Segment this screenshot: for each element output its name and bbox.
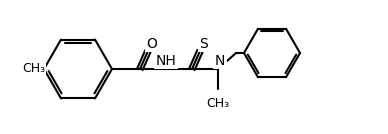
Text: S: S — [199, 37, 208, 51]
Text: CH₃: CH₃ — [22, 62, 45, 75]
Text: N: N — [215, 54, 225, 68]
Text: O: O — [147, 37, 158, 51]
Text: CH₃: CH₃ — [206, 97, 230, 110]
Text: NH: NH — [156, 54, 177, 68]
